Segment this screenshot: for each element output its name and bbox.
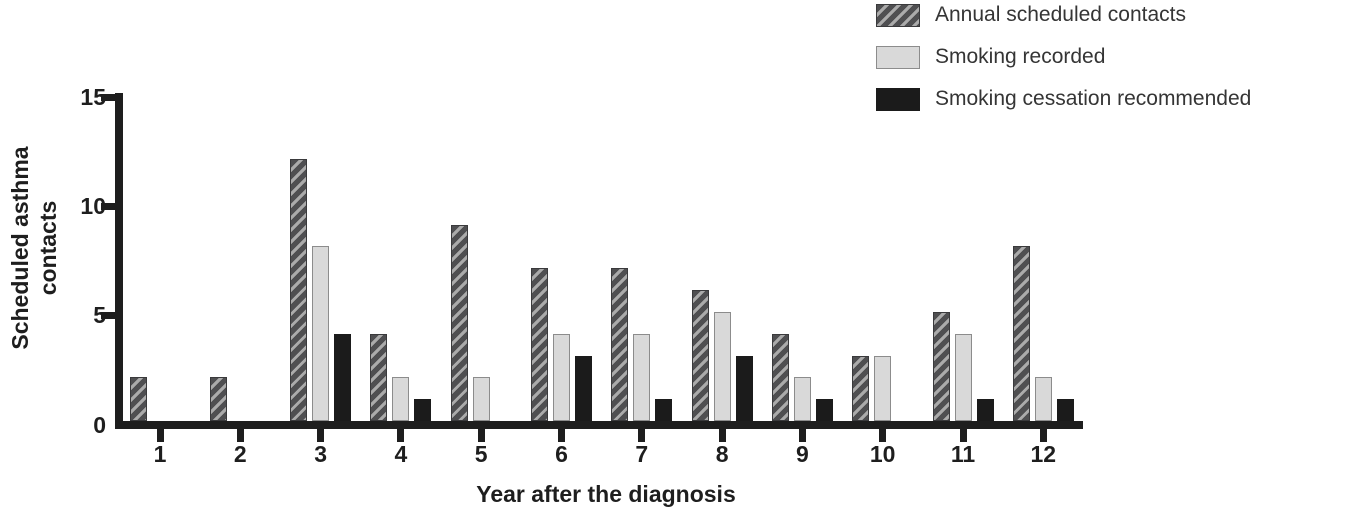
bar	[334, 334, 352, 421]
legend-item-smoking-recorded: Smoking recorded	[876, 45, 1251, 69]
bar	[209, 377, 227, 421]
y-tick-label: 15	[80, 84, 106, 111]
x-tick-label: 10	[869, 441, 896, 467]
x-axis-tick	[798, 428, 806, 442]
chart-legend: Annual scheduled contacts Smoking record…	[876, 3, 1251, 129]
legend-label: Smoking recorded	[935, 45, 1106, 68]
x-axis-tick	[397, 428, 405, 442]
x-axis-tick	[718, 428, 726, 442]
bar	[450, 225, 468, 421]
bar	[290, 159, 308, 421]
x-axis-tick	[959, 428, 967, 442]
x-tick-label: 11	[950, 441, 976, 467]
y-tick-label: 10	[80, 193, 106, 220]
bar	[312, 246, 330, 421]
x-axis-line	[115, 421, 1083, 429]
x-tick-label: 5	[474, 441, 488, 467]
bar	[1056, 399, 1074, 421]
bar	[1012, 246, 1030, 421]
x-axis-tick	[236, 428, 244, 442]
x-tick-label: 4	[394, 441, 408, 467]
x-axis-tick	[317, 428, 325, 442]
bar	[932, 312, 950, 421]
y-axis-title-line2: contacts	[35, 200, 61, 296]
x-tick-label: 1	[153, 441, 167, 467]
y-tick-label: 0	[93, 411, 106, 438]
y-axis-tick	[101, 202, 115, 210]
legend-label: Annual scheduled contacts	[935, 3, 1187, 26]
x-tick-label: 8	[715, 441, 729, 467]
x-tick-label: 12	[1030, 441, 1057, 467]
y-tick-label: 5	[93, 302, 106, 329]
bar	[735, 356, 753, 421]
x-tick-label: 6	[555, 441, 568, 467]
bar	[713, 312, 731, 421]
bar	[1034, 377, 1052, 421]
bar	[129, 377, 147, 421]
bar	[655, 399, 673, 421]
y-axis-tick	[101, 93, 115, 101]
black-swatch-icon	[876, 87, 920, 111]
x-axis-tick	[558, 428, 565, 442]
x-tick-label: 2	[233, 441, 247, 467]
legend-item-annual-scheduled-contacts: Annual scheduled contacts	[876, 3, 1251, 27]
x-axis-tick	[1039, 428, 1047, 442]
x-axis-tick	[477, 428, 485, 442]
x-tick-label: 7	[635, 441, 649, 467]
light-gray-swatch-icon	[876, 45, 920, 69]
bar	[553, 334, 570, 421]
y-axis-line	[115, 93, 123, 428]
bar	[874, 356, 892, 421]
x-axis-tick	[638, 428, 646, 442]
bar	[472, 377, 490, 421]
bar	[531, 268, 548, 421]
legend-label: Smoking cessation recommended	[935, 87, 1252, 110]
x-tick-label: 3	[314, 441, 327, 467]
bar	[575, 356, 592, 421]
bar	[852, 356, 870, 421]
bar	[954, 334, 972, 421]
legend-item-smoking-cessation-recommended: Smoking cessation recommended	[876, 87, 1251, 111]
x-axis-tick	[879, 428, 887, 442]
bar	[691, 290, 709, 421]
bar	[815, 399, 833, 421]
y-axis-title-line1: Scheduled asthma	[7, 146, 33, 350]
bar	[976, 399, 994, 421]
bar	[771, 334, 789, 421]
bar	[793, 377, 811, 421]
x-axis-title: Year after the diagnosis	[476, 481, 736, 507]
bar	[414, 399, 432, 421]
x-tick-label: 9	[795, 441, 809, 467]
bar	[392, 377, 410, 421]
y-axis-title: Scheduled asthma contacts	[6, 85, 64, 411]
bar	[633, 334, 651, 421]
bar	[370, 334, 388, 421]
y-axis-tick	[101, 311, 115, 319]
x-axis-tick	[156, 428, 164, 442]
hatched-swatch-icon	[876, 3, 920, 27]
bar	[611, 268, 629, 421]
